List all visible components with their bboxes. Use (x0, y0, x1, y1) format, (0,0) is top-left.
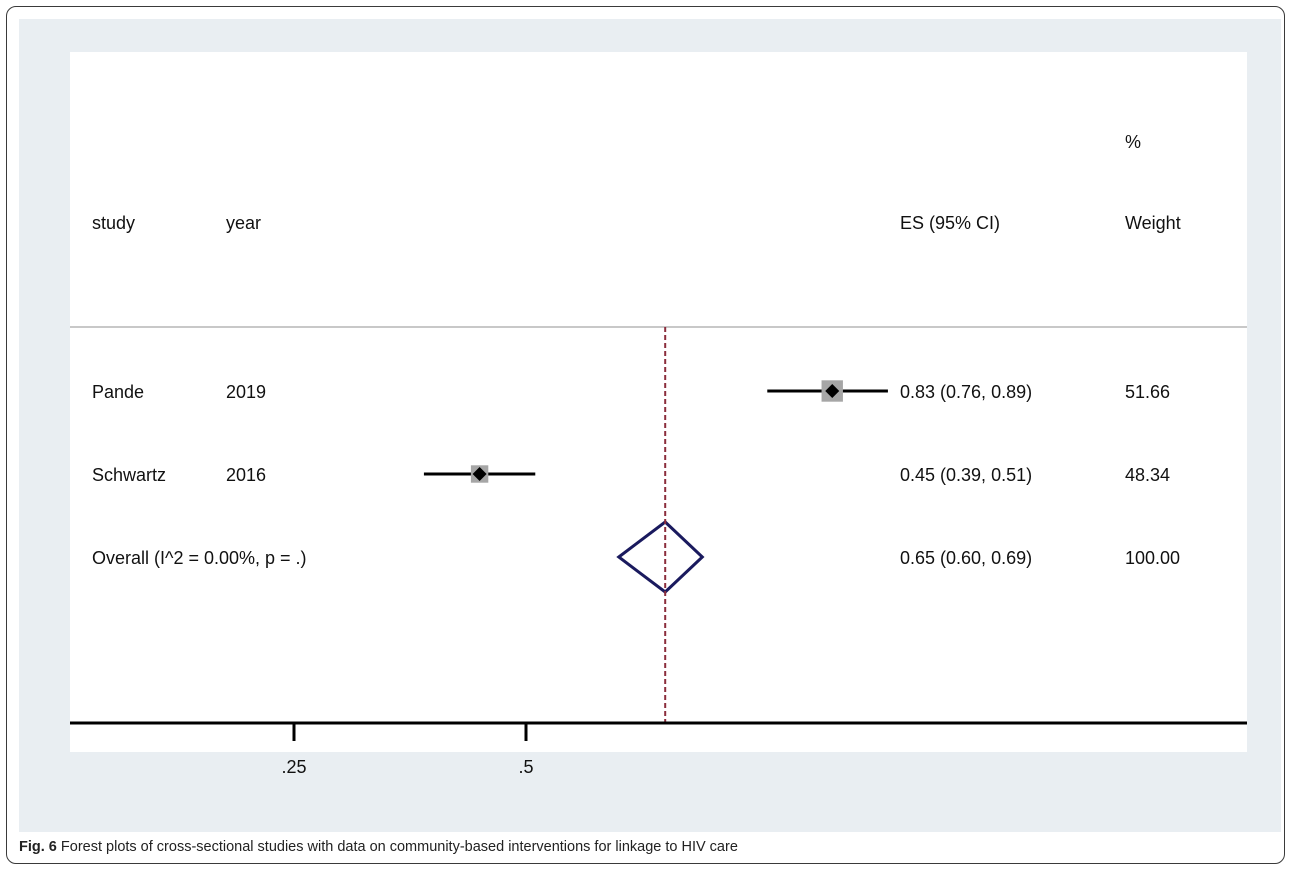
study-row-schwartz: Schwartz 2016 0.45 (0.39, 0.51) 48.34 (92, 465, 1170, 485)
point-estimate-marker (825, 384, 840, 398)
es-ci-value: 0.45 (0.39, 0.51) (900, 465, 1032, 485)
overall-weight-value: 100.00 (1125, 548, 1180, 568)
header-study: study (92, 213, 135, 233)
header-weight: Weight (1125, 213, 1181, 233)
study-row-pande: Pande 2019 0.83 (0.76, 0.89) 51.66 (92, 380, 1170, 402)
overall-es-ci-value: 0.65 (0.60, 0.69) (900, 548, 1032, 568)
figure-caption: Fig. 6 Forest plots of cross-sectional s… (19, 839, 738, 855)
weight-value: 51.66 (1125, 382, 1170, 402)
overall-row: Overall (I^2 = 0.00%, p = .) 0.65 (0.60, … (92, 520, 1180, 594)
overall-diamond (616, 520, 705, 594)
point-estimate-marker (472, 467, 487, 481)
es-ci-value: 0.83 (0.76, 0.89) (900, 382, 1032, 402)
header-es-ci: ES (95% CI) (900, 213, 1000, 233)
weight-value: 48.34 (1125, 465, 1170, 485)
study-year: 2016 (226, 465, 266, 485)
overall-label: Overall (I^2 = 0.00%, p = .) (92, 548, 307, 568)
x-tick-label: .25 (281, 757, 306, 777)
study-name: Schwartz (92, 465, 166, 485)
figure-frame: % study year ES (95% CI) Weight Pande 201… (6, 6, 1285, 864)
caption-text: Forest plots of cross-sectional studies … (60, 839, 738, 855)
header-year: year (226, 213, 261, 233)
study-year: 2019 (226, 382, 266, 402)
plot-background (70, 52, 1247, 752)
x-tick-label: .5 (518, 757, 533, 777)
forest-plot: % study year ES (95% CI) Weight Pande 201… (70, 52, 1247, 777)
header-weight-percent: % (1125, 132, 1141, 152)
caption-label: Fig. 6 (19, 839, 57, 855)
study-name: Pande (92, 382, 144, 402)
